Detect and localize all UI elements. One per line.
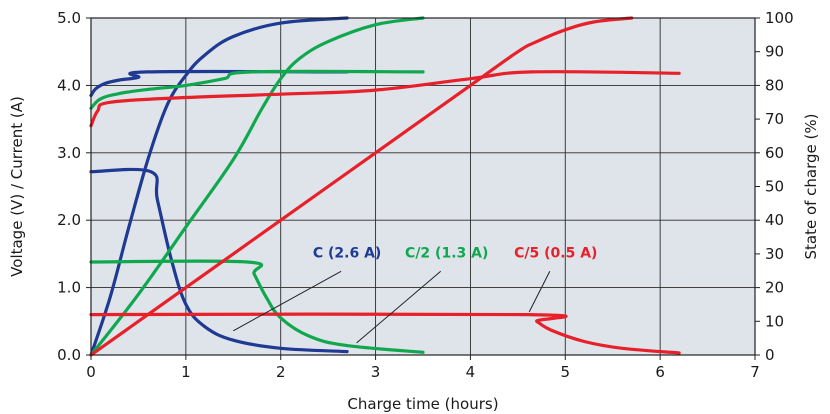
y-left-tick-label: 3.0: [57, 144, 81, 162]
y-right-tick-label: 60: [765, 144, 784, 162]
annotation-label: C/2 (1.3 A): [405, 245, 488, 261]
x-axis-label: Charge time (hours): [347, 395, 498, 413]
x-tick-label: 7: [750, 363, 760, 381]
y-right-tick-label: 70: [765, 110, 784, 128]
series-2-voltage-line: [89, 70, 681, 128]
x-tick-label: 1: [181, 363, 191, 381]
y-left-tick-label: 5.0: [57, 9, 81, 27]
y-right-tick-label: 40: [765, 211, 784, 229]
y-right-tick-label: 90: [765, 43, 784, 61]
x-tick-label: 4: [466, 363, 476, 381]
y-right-tick-label: 0: [765, 346, 775, 364]
y-right-tick-label: 10: [765, 312, 784, 330]
x-tick-label: 0: [86, 363, 96, 381]
annotation-leader-line: [528, 271, 551, 313]
series-2-soc-line: [89, 16, 634, 357]
annotation-leader-line: [356, 270, 442, 344]
series-2-current-line: [89, 312, 681, 355]
y-axis-right-label: State of charge (%): [802, 113, 820, 259]
y-axis-left-label: Voltage (V) / Current (A): [8, 96, 26, 277]
y-right-tick-label: 100: [765, 9, 794, 27]
annotation-leader-line: [233, 270, 342, 332]
tick-labels: 0 1 2 3 4 5 6 7 0.0 1.0 2.0 3.0 4.0 5.0 0 10 20 30 40 50 60 7…: [57, 9, 794, 381]
y-left-tick-label: 1.0: [57, 279, 81, 297]
y-right-tick-label: 80: [765, 76, 784, 94]
x-tick-label: 2: [276, 363, 286, 381]
y-left-tick-label: 2.0: [57, 211, 81, 229]
annotations: C (2.6 A) C/2 (1.3 A) C/5 (0.5 A): [233, 245, 597, 344]
y-right-tick-label: 20: [765, 279, 784, 297]
annotation-label: C (2.6 A): [313, 245, 381, 261]
series-0-voltage-line: [89, 69, 349, 98]
y-right-tick-label: 30: [765, 245, 784, 263]
y-left-tick-label: 4.0: [57, 76, 81, 94]
x-tick-label: 6: [655, 363, 665, 381]
series-0-current-line: [89, 167, 349, 354]
series-1-current-line: [89, 259, 425, 354]
series-1-voltage-line: [89, 69, 425, 110]
series-lines: [89, 16, 681, 357]
x-tick-label: 5: [561, 363, 571, 381]
series-1-soc-line: [89, 16, 425, 357]
y-left-tick-label: 0.0: [57, 346, 81, 364]
x-tick-label: 3: [371, 363, 381, 381]
annotation-label: C/5 (0.5 A): [514, 245, 597, 261]
y-right-tick-label: 50: [765, 178, 784, 196]
